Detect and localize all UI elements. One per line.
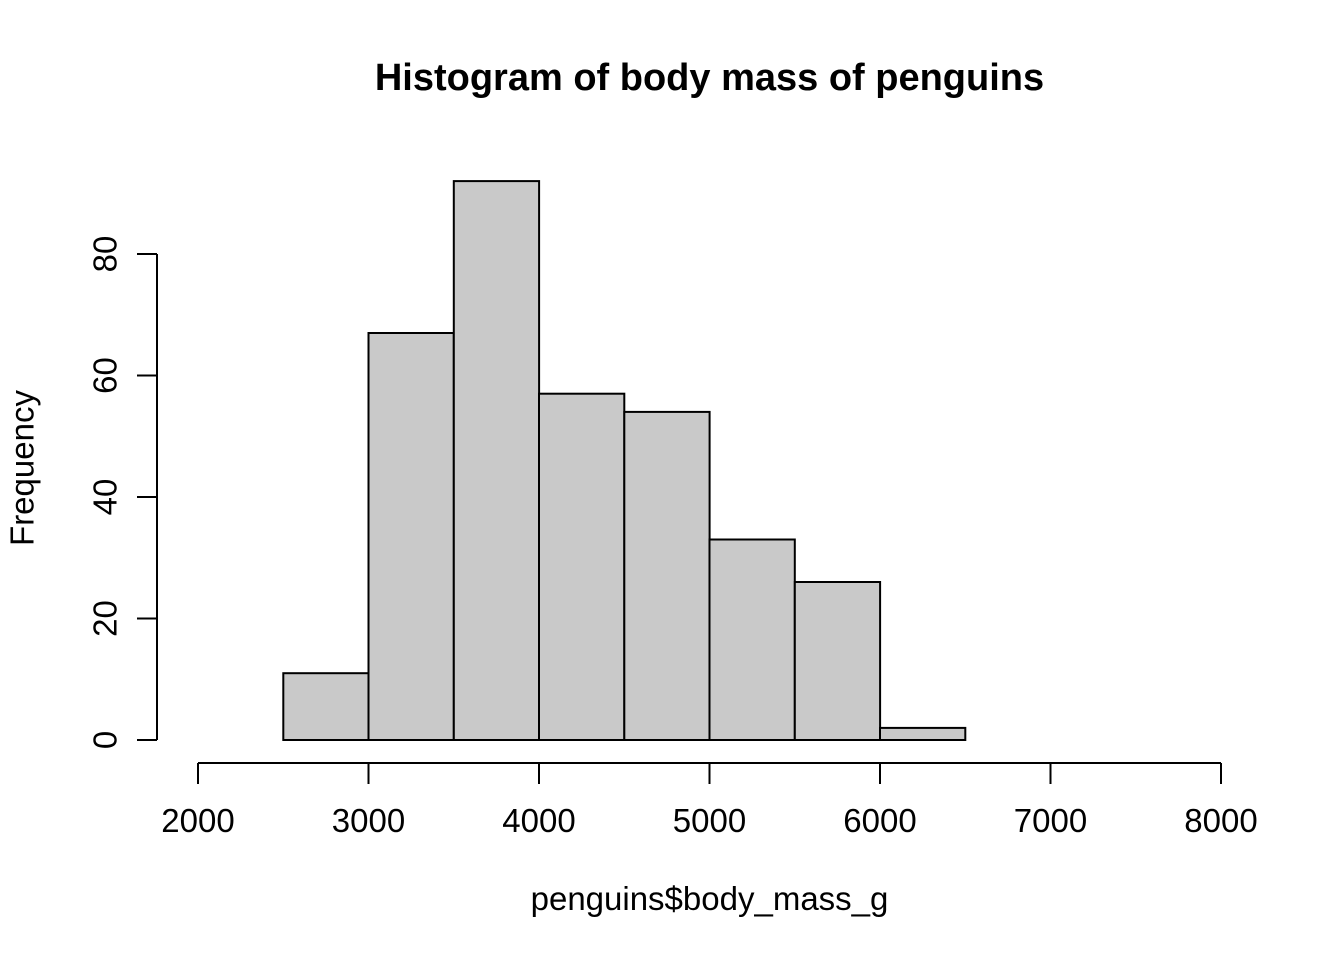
x-tick-label: 5000 — [673, 802, 746, 839]
x-tick-label: 3000 — [332, 802, 405, 839]
x-tick-label: 7000 — [1014, 802, 1087, 839]
x-tick-label: 2000 — [161, 802, 234, 839]
histogram-bar — [623, 410, 711, 741]
histogram-bar — [452, 180, 541, 742]
x-tick-label: 6000 — [843, 802, 916, 839]
y-tick-label: 60 — [87, 357, 124, 394]
y-tick-label: 40 — [87, 479, 124, 516]
y-tick-label: 80 — [87, 236, 124, 273]
y-tick-label: 20 — [87, 600, 124, 637]
x-tick-label: 4000 — [502, 802, 575, 839]
chart-title: Histogram of body mass of penguins — [374, 57, 1045, 99]
histogram-bar — [367, 332, 455, 741]
histogram-bar — [879, 726, 967, 742]
x-tick-label: 8000 — [1184, 802, 1257, 839]
y-tick-label: 0 — [87, 731, 124, 749]
histogram-bar — [538, 392, 626, 741]
x-axis-label: penguins$body_mass_g — [530, 880, 889, 917]
histogram-bar — [282, 672, 370, 742]
histogram-bar — [793, 581, 882, 741]
histogram-bar — [708, 538, 796, 741]
